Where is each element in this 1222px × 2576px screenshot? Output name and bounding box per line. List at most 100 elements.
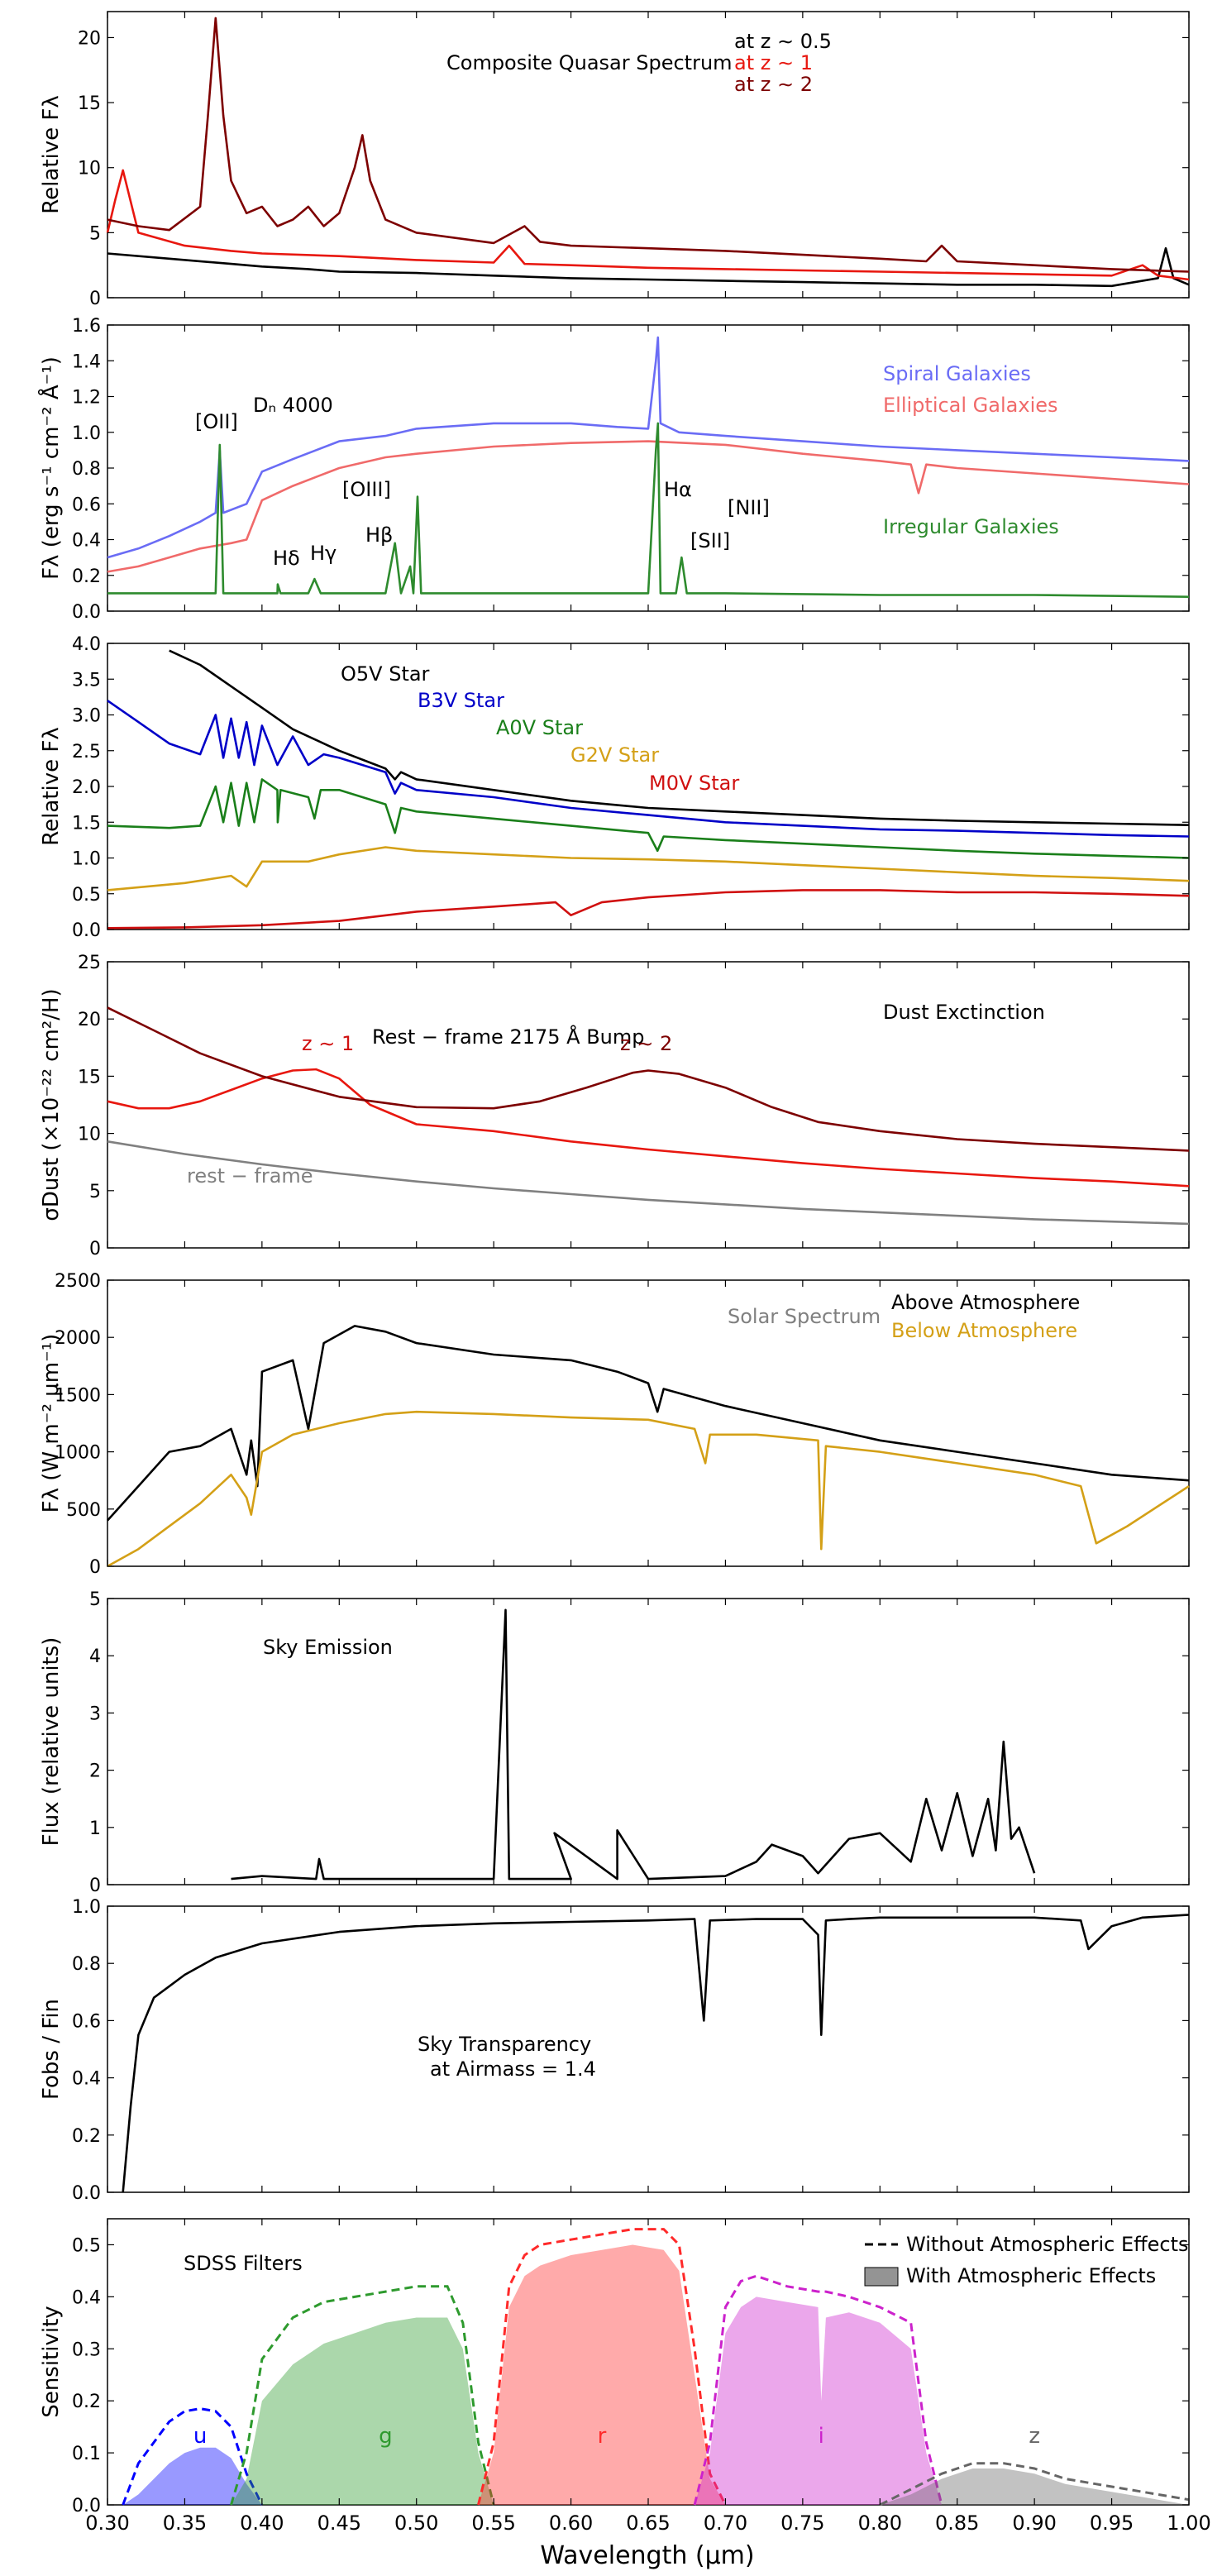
annotation: Sky Emission — [263, 1636, 393, 1659]
annotation: Composite Quasar Spectrum — [446, 51, 733, 74]
y-tick-label: 5 — [89, 223, 101, 244]
x-tick-label: 0.35 — [163, 2511, 207, 2535]
filter-i-with-atmosphere-area — [695, 2296, 942, 2505]
series-line-1 — [107, 1140, 1190, 1226]
filter-g-label: g — [379, 2424, 393, 2449]
x-tick-label: 1.00 — [1167, 2511, 1210, 2535]
y-tick-label: 1.0 — [72, 423, 101, 444]
annotation: A0V Star — [496, 716, 583, 739]
y-axis-label: Relative Fλ — [39, 95, 64, 213]
x-tick-label: 0.30 — [85, 2511, 129, 2535]
y-axis-label: Fλ (W m⁻² μm⁻¹) — [39, 1334, 64, 1513]
y-axis-label: σDust (×10⁻²² cm²/H) — [39, 988, 64, 1221]
annotation: Elliptical Galaxies — [883, 394, 1058, 417]
y-tick-label: 1.6 — [72, 316, 101, 337]
y-tick-label: 4.0 — [72, 634, 101, 655]
annotation: Without Atmospheric Effects — [906, 2233, 1189, 2256]
filter-u-label: u — [193, 2424, 207, 2449]
series-line-2 — [107, 440, 1190, 573]
annotation: at z ∼ 0.5 — [734, 30, 832, 53]
annotation: B3V Star — [418, 689, 504, 712]
x-axis-label: Wavelength (μm) — [540, 2541, 754, 2570]
filter-z-label: z — [1029, 2424, 1040, 2449]
y-tick-label: 0.4 — [72, 2287, 101, 2308]
y-tick-label: 0.6 — [72, 495, 101, 515]
y-tick-label: 0.6 — [72, 2011, 101, 2032]
plot-frame — [107, 11, 1190, 299]
y-tick-label: 3.0 — [72, 706, 101, 727]
annotation: Rest − frame 2175 Å Bump — [372, 1025, 644, 1049]
series-line-1 — [169, 649, 1190, 826]
panel-7: 0.0 0.2 0.4 0.6 0.8 1.0 Fobs / Fin Sky Transpar… — [39, 1897, 1190, 2204]
annotation: [NII] — [728, 496, 770, 519]
y-tick-label: 0.0 — [72, 920, 101, 941]
y-axis-label: Relative Fλ — [39, 727, 64, 845]
annotation: at z ∼ 1 — [734, 51, 813, 74]
filter-z-with-atmosphere-area — [880, 2468, 1189, 2505]
plot-frame — [107, 1598, 1190, 1885]
y-axis-label: Fobs / Fin — [39, 1999, 64, 2100]
filter-r-with-atmosphere-area — [478, 2244, 726, 2505]
annotation: Dₙ 4000 — [253, 394, 333, 417]
x-tick-label: 0.50 — [394, 2511, 438, 2535]
series-line-2 — [107, 700, 1190, 838]
annotation: Hγ — [310, 542, 337, 565]
annotation: Irregular Galaxies — [883, 515, 1059, 538]
y-tick-label: 2.0 — [72, 777, 101, 798]
annotation: With Atmospheric Effects — [906, 2264, 1156, 2287]
y-tick-label: 0.0 — [72, 2496, 101, 2516]
x-tick-label: 0.95 — [1090, 2511, 1134, 2535]
annotation: Dust Exctinction — [883, 1001, 1045, 1024]
series-line-1 — [107, 1325, 1190, 1522]
x-tick-label: 0.80 — [858, 2511, 902, 2535]
filter-i-without-atmosphere-line — [693, 2274, 943, 2506]
annotation: Sky Transparency — [418, 2033, 591, 2056]
annotation: Above Atmosphere — [891, 1291, 1080, 1314]
annotation: Solar Spectrum — [728, 1305, 881, 1328]
x-tick-label: 0.65 — [626, 2511, 670, 2535]
y-tick-label: 1.2 — [72, 388, 101, 409]
y-tick-label: 0.1 — [72, 2444, 101, 2464]
y-tick-label: 1.0 — [72, 849, 101, 870]
y-tick-label: 4 — [89, 1646, 101, 1667]
x-tick-label: 0.45 — [317, 2511, 361, 2535]
filter-r-without-atmosphere-line — [477, 2228, 727, 2506]
annotation: Hα — [664, 478, 692, 501]
series-line-1 — [107, 246, 1190, 288]
annotation: Hβ — [365, 523, 393, 547]
y-tick-label: 3 — [89, 1704, 101, 1724]
y-tick-label: 0 — [89, 1876, 101, 1896]
y-tick-label: 0.2 — [72, 566, 101, 587]
panel-4: 0 5 10 15 20 25 σDust (×10⁻²² cm²/H) Dust Excti… — [39, 953, 1190, 1259]
annotation: O5V Star — [341, 662, 430, 686]
y-tick-label: 15 — [78, 1067, 101, 1087]
filter-g-with-atmosphere-area — [231, 2317, 494, 2505]
annotation: Hδ — [273, 547, 300, 570]
annotation: at Airmass = 1.4 — [430, 2057, 596, 2081]
y-tick-label: 2 — [89, 1761, 101, 1782]
y-tick-label: 20 — [78, 1010, 101, 1030]
series-line-3 — [107, 422, 1190, 598]
y-axis-label: Flux (relative units) — [39, 1637, 64, 1847]
series-line-4 — [107, 846, 1190, 891]
y-tick-label: 0 — [89, 289, 101, 309]
plot-frame — [107, 1279, 1190, 1567]
series-line-1 — [122, 1914, 1190, 2193]
y-tick-label: 0 — [89, 1557, 101, 1578]
legend-with-atmosphere-swatch — [864, 2267, 899, 2287]
plot-frame — [107, 2218, 1190, 2506]
y-tick-label: 0.3 — [72, 2339, 101, 2360]
y-tick-label: 10 — [78, 1125, 101, 1145]
annotation: [OIII] — [342, 478, 391, 501]
y-tick-label: 0.2 — [72, 2126, 101, 2147]
series-line-5 — [107, 889, 1190, 930]
y-tick-label: 5 — [89, 1182, 101, 1202]
panel-6: 0 1 2 3 4 5 Flux (relative units) Sky Emission — [39, 1589, 1190, 1896]
y-tick-label: 1.4 — [72, 351, 101, 372]
filter-r-label: r — [598, 2424, 607, 2449]
series-line-2 — [106, 169, 1190, 281]
series-line-3 — [107, 1006, 1190, 1152]
filter-u-without-atmosphere-line — [122, 2407, 264, 2506]
